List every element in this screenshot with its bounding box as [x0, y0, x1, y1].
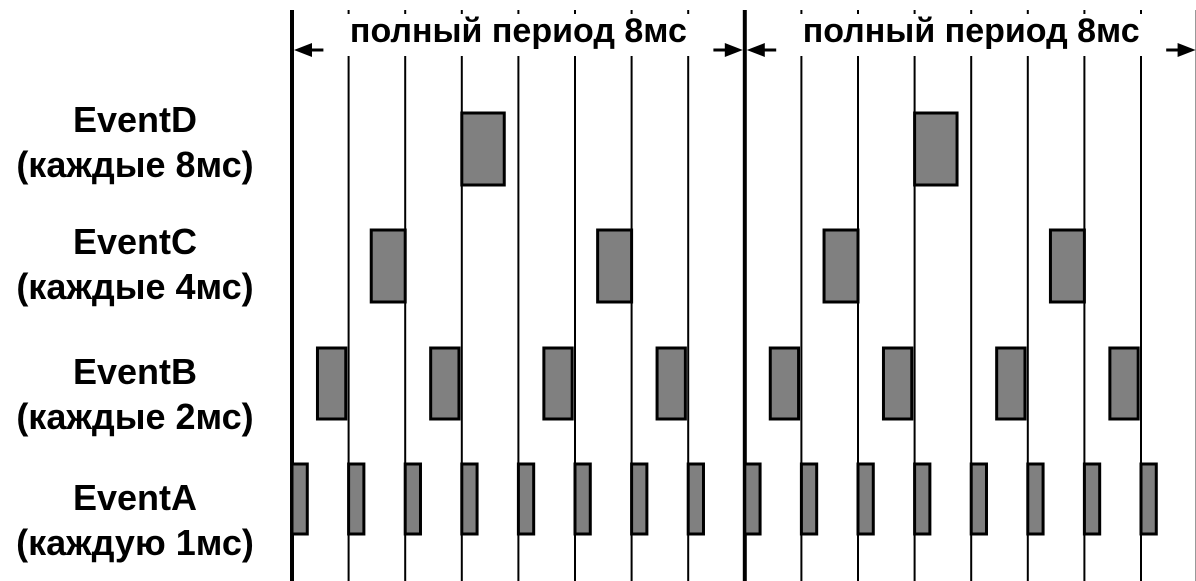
- eventa-block: [347, 462, 366, 536]
- period-annotation: полный период 8мс: [294, 12, 743, 57]
- eventa-block: [1026, 462, 1045, 536]
- arrowhead-right-icon: [724, 43, 743, 57]
- event-name: EventA: [72, 477, 198, 518]
- eventa-block: [856, 462, 875, 536]
- eventa-block: [686, 462, 705, 536]
- eventd-block: [913, 111, 959, 187]
- eventd-block: [460, 111, 506, 187]
- event-blocks: [290, 111, 1158, 536]
- eventb-block: [315, 346, 348, 421]
- period-label-backdrop: [776, 14, 1167, 56]
- eventb-block: [995, 346, 1027, 421]
- row-label-eventb: EventB (каждые 2мс): [0, 349, 270, 439]
- eventc-block: [822, 228, 860, 304]
- event-interval: (каждые 8мс): [16, 144, 254, 185]
- eventa-block: [913, 462, 932, 536]
- period-annotation: полный период 8мс: [746, 12, 1196, 57]
- eventa-block: [799, 462, 819, 536]
- event-interval: (каждые 2мс): [16, 396, 254, 437]
- eventa-block: [969, 462, 988, 536]
- arrowhead-right-icon: [1177, 43, 1196, 57]
- eventb-block: [768, 346, 801, 421]
- eventa-block: [573, 462, 592, 536]
- eventa-block: [290, 462, 309, 536]
- eventb-block: [542, 346, 574, 421]
- period-label: полный период 8мс: [803, 12, 1140, 50]
- row-label-eventa: EventA (каждую 1мс): [0, 475, 270, 565]
- row-label-eventd: EventD (каждые 8мс): [0, 97, 270, 187]
- event-interval: (каждые 4мс): [16, 266, 254, 307]
- eventa-block: [403, 462, 422, 536]
- row-label-eventc: EventC (каждые 4мс): [0, 219, 270, 309]
- eventb-block: [881, 346, 914, 421]
- eventb-block: [1108, 346, 1140, 421]
- eventa-block: [630, 462, 649, 536]
- event-name: EventD: [72, 99, 198, 140]
- eventa-block: [516, 462, 536, 536]
- eventc-block: [369, 228, 407, 304]
- arrowhead-left-icon: [746, 43, 765, 57]
- eventb-block: [429, 346, 461, 421]
- eventb-block: [655, 346, 687, 421]
- eventa-block: [460, 462, 479, 536]
- eventa-block: [1082, 462, 1102, 536]
- period-label: полный период 8мс: [350, 12, 687, 50]
- period-label-backdrop: [323, 14, 714, 56]
- event-name: EventB: [72, 351, 198, 392]
- event-interval: (каждую 1мс): [16, 522, 254, 563]
- eventc-block: [1048, 228, 1086, 304]
- eventa-block: [1139, 462, 1158, 536]
- period-annotations: полный период 8мс полный период 8мс: [294, 12, 1196, 57]
- arrowhead-left-icon: [294, 43, 312, 57]
- event-name: EventC: [72, 221, 198, 262]
- eventc-block: [596, 228, 634, 304]
- eventa-block: [743, 462, 762, 536]
